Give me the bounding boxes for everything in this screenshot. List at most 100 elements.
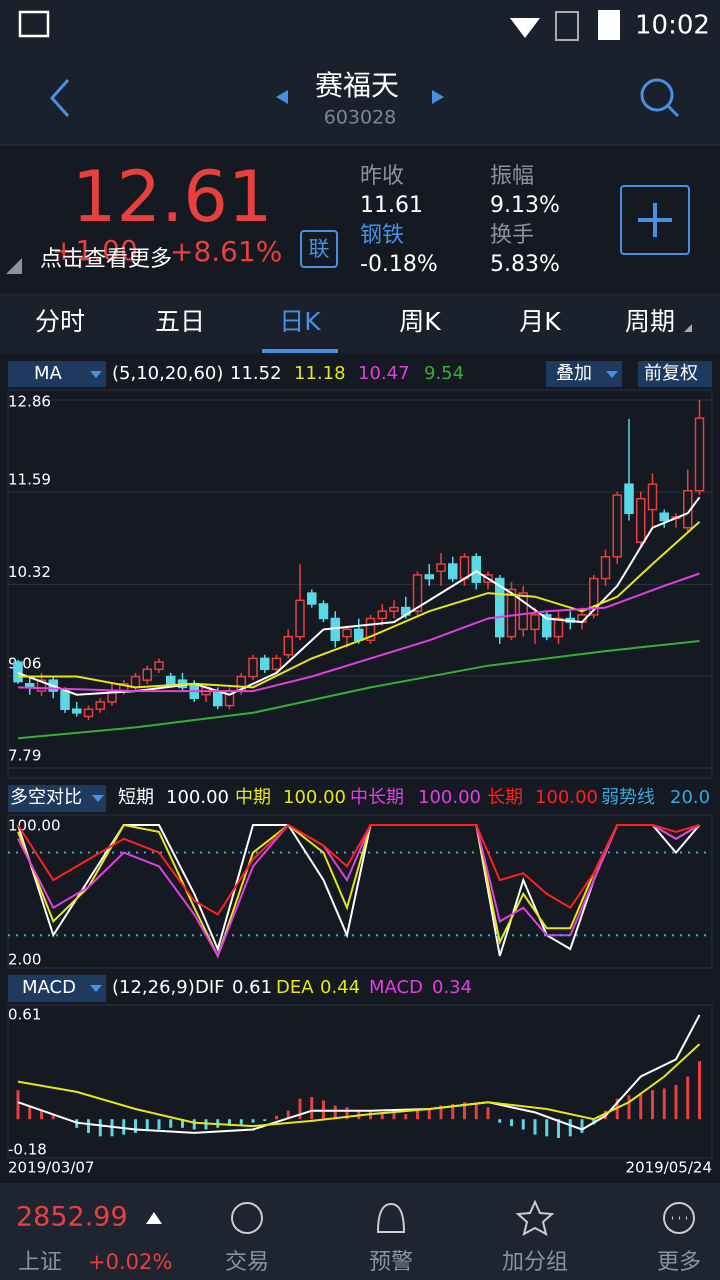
nav-item[interactable]: 加分组 [502, 1250, 568, 1275]
candle-body [471, 556, 481, 583]
tab[interactable]: 分时 [35, 307, 85, 336]
legend-name: DIF [195, 977, 225, 998]
candle-body [530, 614, 540, 631]
y-tick-label: 9.06 [8, 654, 41, 672]
tab[interactable]: 五日 [155, 307, 205, 336]
price-change-pct: +8.61% [170, 235, 282, 268]
index-name: 上证 [18, 1250, 62, 1275]
group-icon [515, 1199, 555, 1236]
candle-body [636, 497, 646, 544]
dropdown-arrow [90, 985, 102, 992]
nav-item[interactable]: 更多 [657, 1250, 701, 1275]
stat-label: 换手 [490, 223, 534, 248]
candle-body [659, 512, 669, 522]
macd-bar [533, 1119, 537, 1135]
tab[interactable]: 月K [519, 307, 561, 336]
tab[interactable]: 周K [399, 307, 441, 336]
chart-frame [7, 1004, 713, 1159]
legend-name: 短期 [118, 787, 154, 808]
candle-body [213, 690, 223, 707]
next-stock[interactable] [432, 90, 444, 104]
tag-box[interactable] [300, 230, 338, 268]
y-tick-label: 0.61 [8, 1006, 41, 1024]
candle-body [72, 708, 82, 714]
macd-bar [169, 1119, 173, 1128]
indicator-select[interactable] [8, 975, 106, 1002]
candle-body [95, 701, 105, 710]
macd-bar [286, 1110, 290, 1120]
macd-bar [298, 1098, 302, 1120]
candle-body [553, 617, 564, 638]
stat-value: -0.18% [360, 252, 438, 277]
candle-body [365, 617, 376, 642]
adjust-label: 前复权 [644, 363, 698, 384]
indicator-name: 多空对比 [10, 787, 82, 808]
macd-bar [87, 1119, 90, 1133]
nav-item[interactable]: 预警 [369, 1250, 413, 1275]
tooltip-corner [6, 258, 22, 274]
tooltip[interactable]: 点击查看更多 [40, 247, 172, 272]
add-icon [638, 203, 672, 237]
candle-body [377, 610, 387, 620]
legend-value: 0.34 [432, 977, 472, 998]
adjust-button[interactable] [638, 361, 712, 387]
macd-bar [192, 1119, 196, 1130]
candle-body [166, 675, 176, 685]
alert-icon [376, 1202, 406, 1233]
macd-bar [639, 1093, 643, 1120]
nav-item[interactable]: 交易 [225, 1250, 269, 1275]
candle-body [624, 483, 634, 514]
series-line [17, 640, 700, 740]
candle-body [600, 556, 611, 580]
candle-body [248, 657, 258, 678]
indicator-select[interactable] [8, 361, 106, 387]
search-button[interactable] [640, 78, 674, 112]
candle-body [589, 577, 599, 616]
legend-name: DEA [276, 977, 314, 998]
macd-bar [662, 1088, 666, 1120]
tab-menu [684, 324, 692, 332]
legend-value: 20.0 [670, 787, 710, 808]
y-tick-label: 2.00 [8, 951, 41, 969]
legend-value: 11.52 [230, 363, 282, 384]
candle-body [448, 563, 458, 580]
legend-value: 11.18 [294, 363, 346, 384]
stat-label[interactable]: 钢铁 [360, 223, 404, 248]
clock: 10:02 [635, 11, 710, 41]
tab-bar [0, 293, 720, 353]
legend-name: 中长期 [350, 787, 404, 808]
back-button[interactable] [49, 79, 70, 117]
candle-body [389, 606, 399, 612]
add-button[interactable] [620, 185, 690, 255]
macd-bar [486, 1107, 490, 1120]
candle-body [436, 563, 446, 573]
macd-bar [275, 1115, 278, 1120]
tab[interactable]: 日K [279, 307, 321, 336]
macd-bar [674, 1085, 678, 1120]
macd-bar [380, 1112, 384, 1120]
candle-body [283, 635, 293, 656]
y-tick-label: 10.32 [8, 563, 51, 581]
prev-stock[interactable] [276, 90, 288, 104]
macd-bar [510, 1119, 513, 1127]
macd-bar [427, 1108, 431, 1120]
stat-label: 振幅 [490, 164, 534, 189]
legend-name: 弱势线 [601, 787, 655, 808]
dropdown-arrow [90, 371, 102, 378]
indicator-select[interactable] [8, 785, 106, 812]
overlay-label: 叠加 [556, 363, 592, 384]
macd-bar [451, 1103, 455, 1120]
macd-bar [122, 1119, 126, 1135]
macd-bar [333, 1105, 337, 1120]
tab[interactable]: 周期 [625, 307, 675, 336]
macd-bar [157, 1119, 161, 1130]
candle-body [295, 599, 305, 638]
macd-bar [404, 1114, 408, 1120]
macd-bar [239, 1119, 243, 1125]
macd-bar [51, 1114, 55, 1120]
legend-value: 9.54 [424, 363, 464, 384]
macd-bar [310, 1097, 314, 1120]
candle-body [154, 661, 164, 671]
search-handle [666, 104, 680, 118]
candle-body [424, 574, 434, 580]
